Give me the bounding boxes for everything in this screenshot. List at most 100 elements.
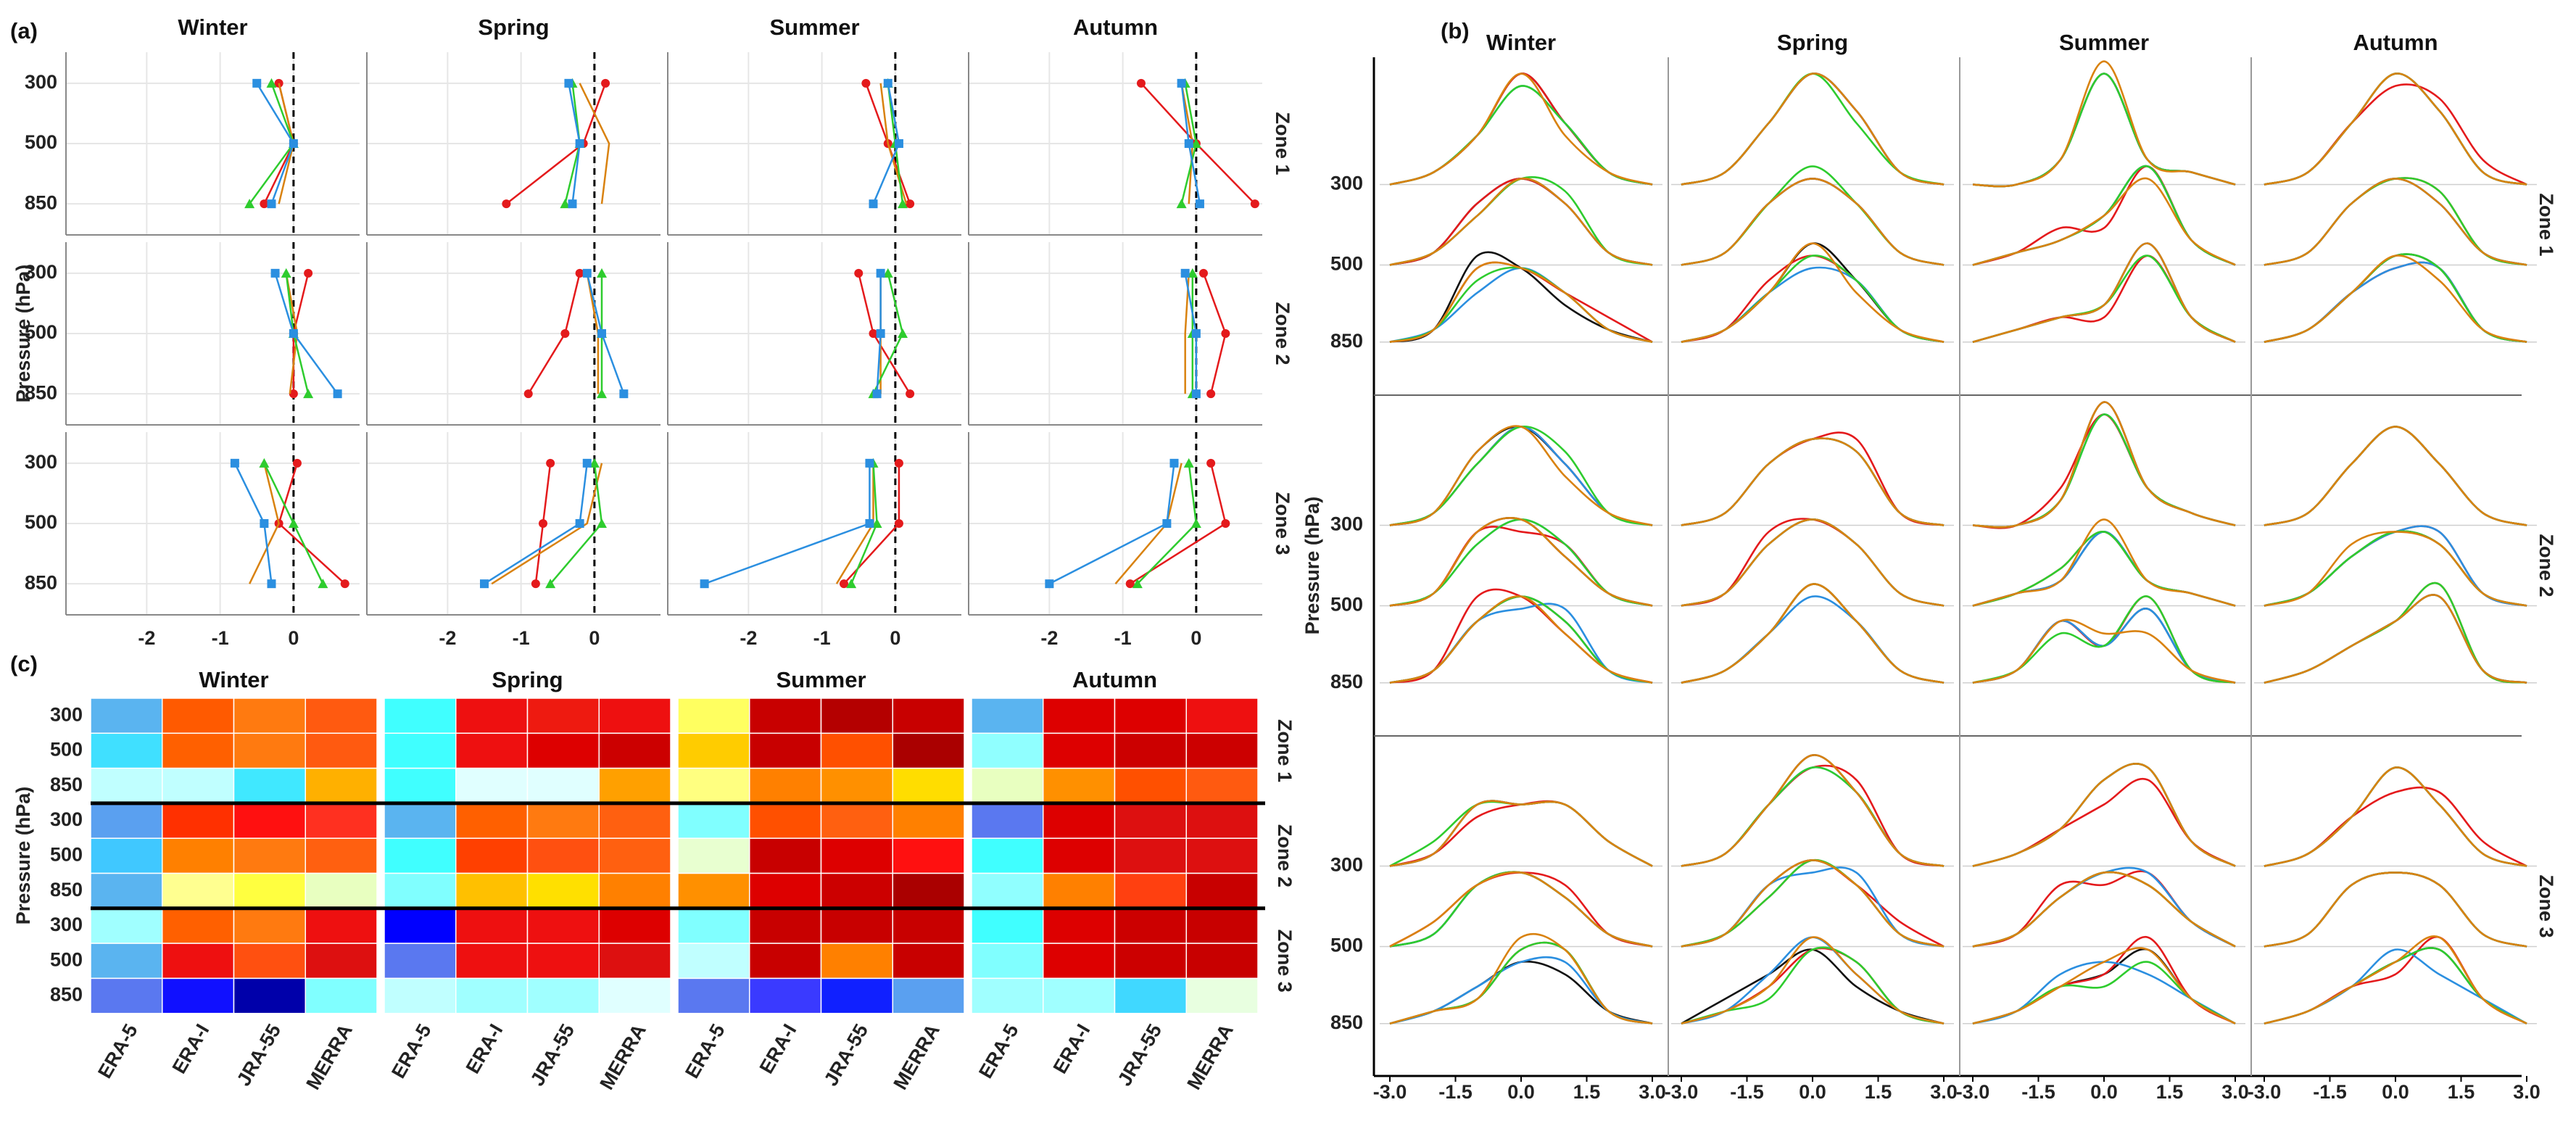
heatmap-cell bbox=[455, 767, 529, 804]
heatmap-cell bbox=[598, 732, 671, 769]
marker bbox=[1136, 78, 1146, 88]
y-tick-label: 500 bbox=[1330, 935, 1363, 956]
x-tick-label: ERA-5 bbox=[681, 1020, 729, 1082]
y-tick-label: 500 bbox=[1330, 253, 1363, 275]
profile-line bbox=[579, 83, 610, 204]
x-tick-label: JRA-55 bbox=[820, 1020, 873, 1090]
density-line bbox=[1681, 437, 1945, 526]
density-line bbox=[2264, 261, 2527, 343]
marker bbox=[894, 458, 903, 468]
density-line bbox=[1681, 73, 1945, 186]
density-line bbox=[2264, 766, 2527, 867]
marker bbox=[876, 329, 885, 338]
heatmap-cell bbox=[1114, 697, 1187, 734]
density-line bbox=[1972, 242, 2236, 343]
density-line bbox=[1681, 73, 1945, 186]
density-line bbox=[2264, 73, 2527, 186]
density-line bbox=[1681, 859, 1945, 948]
heatmap-cell bbox=[305, 767, 378, 804]
x-tick-label: 0.0 bbox=[2382, 1081, 2409, 1103]
heatmap-cell bbox=[677, 697, 750, 734]
density-line bbox=[1681, 437, 1945, 526]
density-line bbox=[2264, 426, 2527, 526]
zone-label: Zone 3 bbox=[2535, 874, 2557, 937]
density-line bbox=[1389, 85, 1653, 186]
heatmap-cell bbox=[1185, 943, 1259, 980]
heatmap-cell bbox=[820, 767, 893, 804]
heatmap-cell bbox=[892, 977, 965, 1014]
marker bbox=[582, 458, 592, 468]
density-line bbox=[2264, 525, 2527, 607]
heatmap-cell bbox=[1043, 837, 1116, 874]
marker bbox=[288, 518, 299, 528]
density-line bbox=[1972, 242, 2236, 343]
y-tick-label: 300 bbox=[50, 914, 83, 935]
x-tick-label: 0.0 bbox=[1507, 1081, 1535, 1103]
density-line bbox=[1972, 254, 2236, 343]
density-line bbox=[2264, 254, 2527, 343]
heatmap-cell bbox=[233, 697, 306, 734]
y-tick-label: 850 bbox=[50, 774, 83, 795]
density-line bbox=[1389, 178, 1653, 266]
x-tick-label: MERRA bbox=[596, 1020, 650, 1093]
x-tick-label: 1.5 bbox=[1573, 1081, 1601, 1103]
marker bbox=[252, 78, 262, 88]
heatmap-cell bbox=[749, 977, 822, 1014]
density-line bbox=[1389, 426, 1653, 526]
density-line bbox=[2264, 83, 2527, 186]
marker bbox=[597, 518, 607, 528]
heatmap-cell bbox=[305, 908, 378, 944]
zone-label: Zone 3 bbox=[1274, 930, 1296, 993]
heatmap-cell bbox=[305, 943, 378, 980]
heatmap-cell bbox=[526, 767, 600, 804]
heatmap-cell bbox=[820, 697, 893, 734]
x-tick-label: -1.5 bbox=[2313, 1081, 2347, 1103]
marker bbox=[1180, 268, 1190, 278]
panel-label: (a) bbox=[10, 18, 38, 44]
density-line bbox=[2264, 178, 2527, 266]
density-line bbox=[1389, 176, 1653, 266]
zone-label: Zone 3 bbox=[1272, 492, 1293, 555]
heatmap-cell bbox=[162, 767, 235, 804]
density-line bbox=[1681, 73, 1945, 186]
heatmap-cell bbox=[749, 837, 822, 874]
x-tick-label: 1.5 bbox=[2156, 1081, 2184, 1103]
marker bbox=[539, 519, 547, 528]
heatmap-cell bbox=[677, 872, 750, 909]
y-tick-label: 850 bbox=[25, 381, 57, 403]
heatmap-cell bbox=[90, 767, 163, 804]
density-line bbox=[1972, 595, 2236, 684]
heatmap-cell bbox=[384, 837, 457, 874]
x-tick-label: -1 bbox=[513, 627, 530, 649]
density-line bbox=[2264, 872, 2527, 948]
density-line bbox=[2264, 766, 2527, 867]
density-line bbox=[2264, 73, 2527, 186]
density-line bbox=[1389, 73, 1653, 186]
marker bbox=[1184, 139, 1193, 148]
density-line bbox=[1972, 763, 2236, 867]
density-line bbox=[1389, 526, 1653, 607]
density-line bbox=[1681, 431, 1945, 526]
x-tick-label: 0.0 bbox=[1799, 1081, 1826, 1103]
marker bbox=[906, 199, 915, 209]
density-line bbox=[2264, 73, 2527, 186]
x-tick-label: -3.0 bbox=[1956, 1081, 1990, 1103]
heatmap-cell bbox=[162, 908, 235, 944]
x-tick-label: MERRA bbox=[1183, 1020, 1238, 1093]
y-tick-label: 300 bbox=[50, 808, 83, 830]
marker bbox=[1190, 138, 1201, 148]
density-line bbox=[1972, 618, 2236, 684]
x-tick-label: 3.0 bbox=[1639, 1081, 1666, 1103]
heatmap-cell bbox=[526, 977, 600, 1014]
density-line bbox=[1681, 73, 1945, 186]
density-line bbox=[1972, 73, 2236, 188]
heatmap-cell bbox=[384, 767, 457, 804]
heatmap-cell bbox=[1185, 803, 1259, 839]
marker bbox=[1206, 389, 1216, 399]
density-line bbox=[1972, 413, 2236, 529]
heatmap-cell bbox=[162, 837, 235, 874]
y-axis-label: Pressure (hPa) bbox=[1301, 497, 1323, 635]
x-tick-label: 3.0 bbox=[1930, 1081, 1958, 1103]
density-line bbox=[1972, 871, 2236, 948]
density-line bbox=[1389, 85, 1653, 186]
